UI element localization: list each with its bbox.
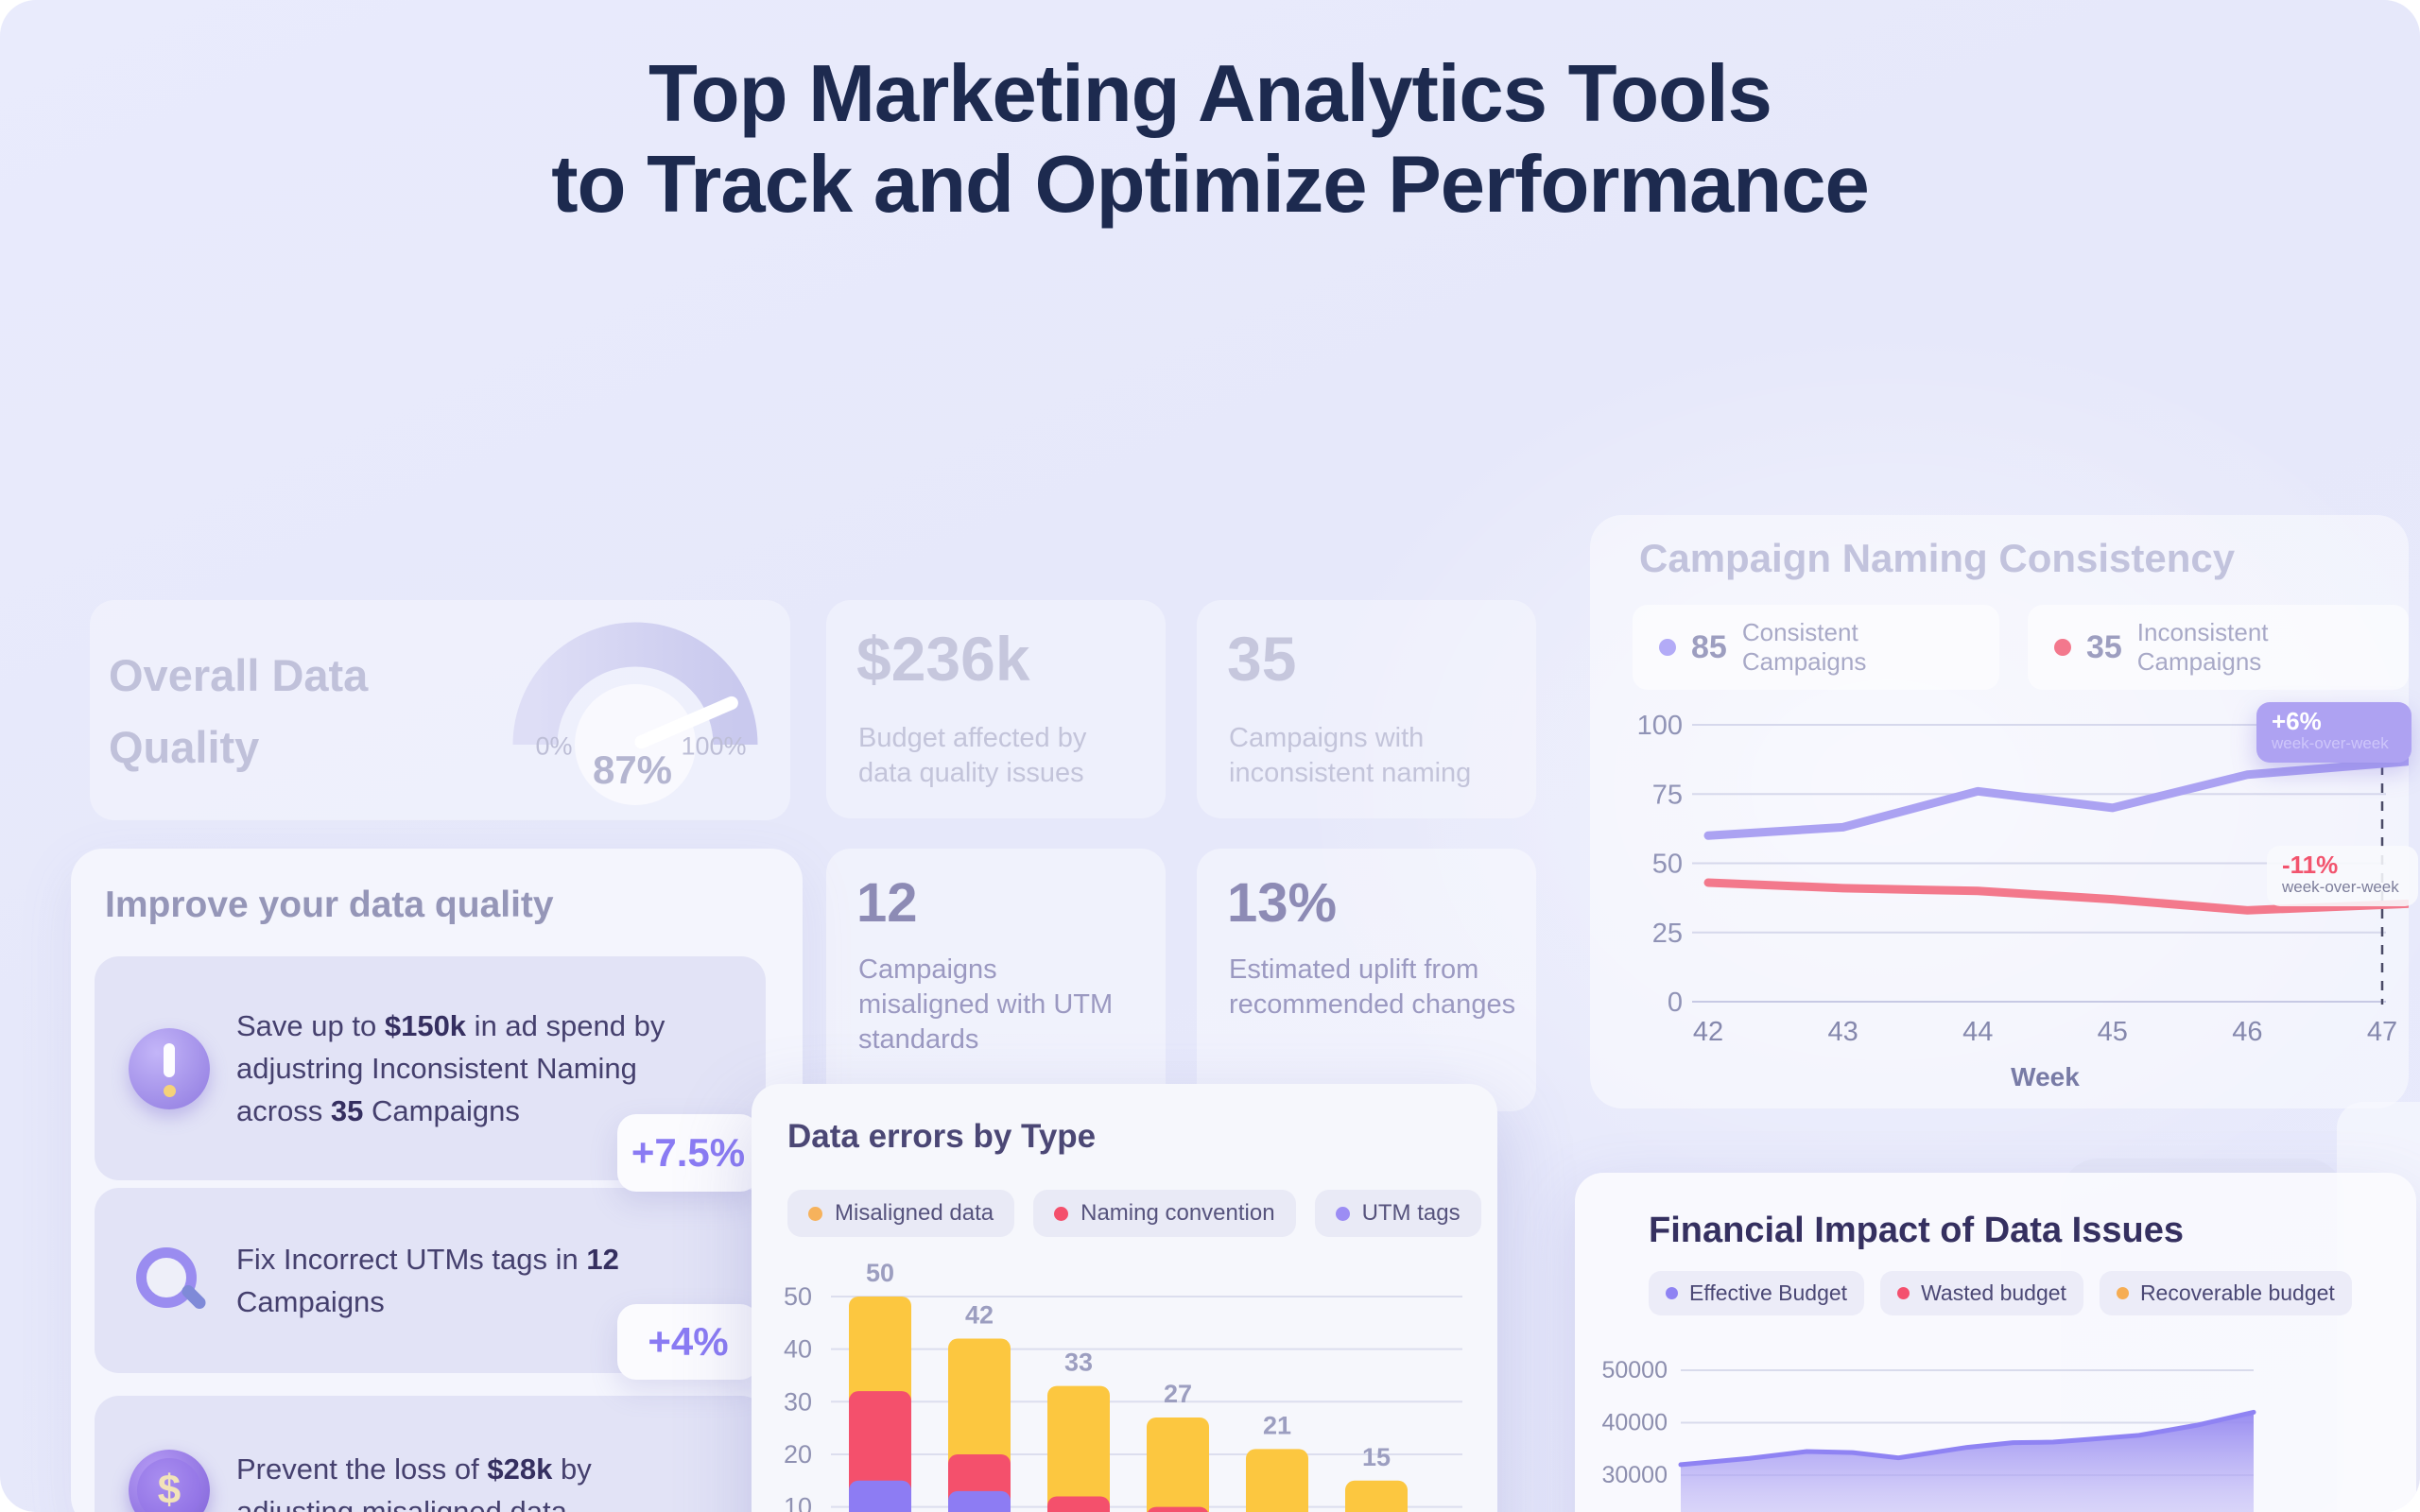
svg-text:42: 42 [965,1301,994,1330]
svg-text:45: 45 [2098,1017,2128,1047]
svg-text:42: 42 [1693,1017,1723,1047]
naming-consistency-title: Campaign Naming Consistency [1639,536,2236,580]
legend-chip-inconsistent[interactable]: 35 Inconsistent Campaigns [2027,605,2409,690]
wasted-budget-dot-icon [1897,1287,1910,1299]
legend-chip-effective-budget[interactable]: Effective Budget [1649,1271,1865,1315]
page-title-line1: Top Marketing Analytics Tools [648,49,1772,139]
gauge-arc [512,622,758,805]
magnifier-icon [129,1240,210,1321]
svg-text:30: 30 [784,1387,812,1416]
misaligned-label: Campaigns misaligned with UTM standards [858,954,1114,1055]
naming-legend: 85 Consistent Campaigns 35 Inconsistent … [1633,605,2409,690]
svg-text:46: 46 [2232,1017,2262,1047]
recommendation-prevent-loss[interactable]: $ Prevent the loss of $28k by adjusting … [95,1396,766,1512]
svg-text:20: 20 [784,1440,812,1469]
data-errors-by-type-card: Data errors by Type Misaligned data Nami… [752,1084,1497,1512]
svg-text:0: 0 [1668,988,1683,1018]
inconsistent-value: 35 [1227,624,1297,694]
svg-text:50000: 50000 [1601,1357,1668,1383]
recommendation-text: Save up to $150k in ad spend by adjustri… [236,1009,666,1127]
naming-convention-dot-icon [1054,1206,1069,1221]
svg-text:33: 33 [1064,1349,1093,1377]
page-title-line2: to Track and Optimize Performance [551,140,1870,230]
recoverable-budget-dot-icon [2116,1287,2129,1299]
svg-text:10: 10 [784,1493,812,1512]
data-errors-title: Data errors by Type [787,1118,1097,1155]
dollar-coin-icon: $ [129,1450,210,1512]
gauge-min-label: 0% [535,731,573,761]
exclamation-icon [129,1027,210,1109]
svg-text:44: 44 [1962,1017,1993,1047]
svg-text:100: 100 [1637,711,1683,741]
svg-text:43: 43 [1827,1017,1858,1047]
data-errors-bar-chart: 50 40 30 20 10 50 42 33 27 21 15 [752,1259,1497,1512]
recommendation-text: Prevent the loss of $28k by adjusting mi… [236,1452,592,1512]
svg-text:50: 50 [866,1263,894,1287]
gauge-value-label: 87% [592,747,673,792]
legend-chip-naming-convention[interactable]: Naming convention [1033,1190,1296,1237]
wow-down-annotation: -11% week-over-week [2267,846,2418,906]
misaligned-campaigns-card: 12 Campaigns misaligned with UTM standar… [826,849,1166,1111]
improve-title: Improve your data quality [105,885,554,925]
improve-data-quality-card: Improve your data quality Save up to $15… [71,849,803,1512]
legend-chip-misaligned-data[interactable]: Misaligned data [787,1190,1015,1237]
uplift-value: 13% [1227,872,1338,934]
svg-text:Week: Week [2011,1062,2080,1091]
wow-up-annotation: +6% week-over-week [2256,702,2411,763]
consistent-dot-icon [1659,639,1676,656]
budget-label: Budget affected by data quality issues [858,723,1087,788]
budget-value: $236k [856,624,1030,694]
misaligned-data-dot-icon [808,1206,822,1221]
misaligned-value: 12 [856,872,918,934]
overall-quality-title: Overall Data Quality [109,650,369,772]
quality-gauge: 0% 100% 87% [463,608,832,820]
svg-text:15: 15 [1362,1443,1391,1471]
svg-text:40: 40 [784,1335,812,1364]
financial-impact-card: Financial Impact of Data Issues Effectiv… [1575,1173,2416,1512]
campaign-naming-consistency-card: Campaign Naming Consistency 85 Consisten… [1590,515,2418,1108]
svg-text:50: 50 [784,1282,812,1311]
data-errors-legend: Misaligned data Naming convention UTM ta… [787,1190,1481,1237]
svg-text:75: 75 [1652,780,1683,810]
legend-chip-utm-tags[interactable]: UTM tags [1314,1190,1481,1237]
svg-text:21: 21 [1263,1411,1291,1439]
utm-tags-dot-icon [1335,1206,1350,1221]
uplift-badge-4: +4% [617,1304,759,1380]
inconsistent-campaigns-card: 35 Campaigns with inconsistent naming [1197,600,1536,818]
recommendation-text: Fix Incorrect UTMs tags in 12 Campaigns [236,1243,619,1318]
svg-text:30000: 30000 [1601,1462,1668,1488]
budget-affected-card: $236k Budget affected by data quality is… [826,600,1166,818]
svg-text:27: 27 [1164,1380,1192,1408]
page-title: Top Marketing Analytics Tools to Track a… [0,49,2420,231]
inconsistent-dot-icon [2053,639,2071,656]
financial-impact-title: Financial Impact of Data Issues [1649,1211,2184,1250]
svg-text:50: 50 [1652,850,1683,880]
legend-chip-consistent[interactable]: 85 Consistent Campaigns [1633,605,1999,690]
svg-text:25: 25 [1652,919,1683,949]
gauge-max-label: 100% [681,731,747,761]
financial-legend: Effective Budget Wasted budget Recoverab… [1649,1271,2352,1315]
estimated-uplift-card: 13% Estimated uplift from recommended ch… [1197,849,1536,1111]
overall-data-quality-card: Overall Data Quality 0% 100% 87% [90,600,790,820]
uplift-label: Estimated uplift from recommended change… [1229,954,1516,1020]
uplift-badge-7-5: +7.5% [617,1114,759,1192]
svg-text:40000: 40000 [1601,1410,1668,1436]
financial-impact-area-chart: 50000 40000 30000 [1575,1314,2416,1512]
inconsistent-label: Campaigns with inconsistent naming [1229,723,1472,788]
legend-chip-wasted-budget[interactable]: Wasted budget [1880,1271,2083,1315]
effective-budget-dot-icon [1666,1287,1678,1299]
svg-text:47: 47 [2367,1017,2397,1047]
legend-chip-recoverable-budget[interactable]: Recoverable budget [2099,1271,2352,1315]
